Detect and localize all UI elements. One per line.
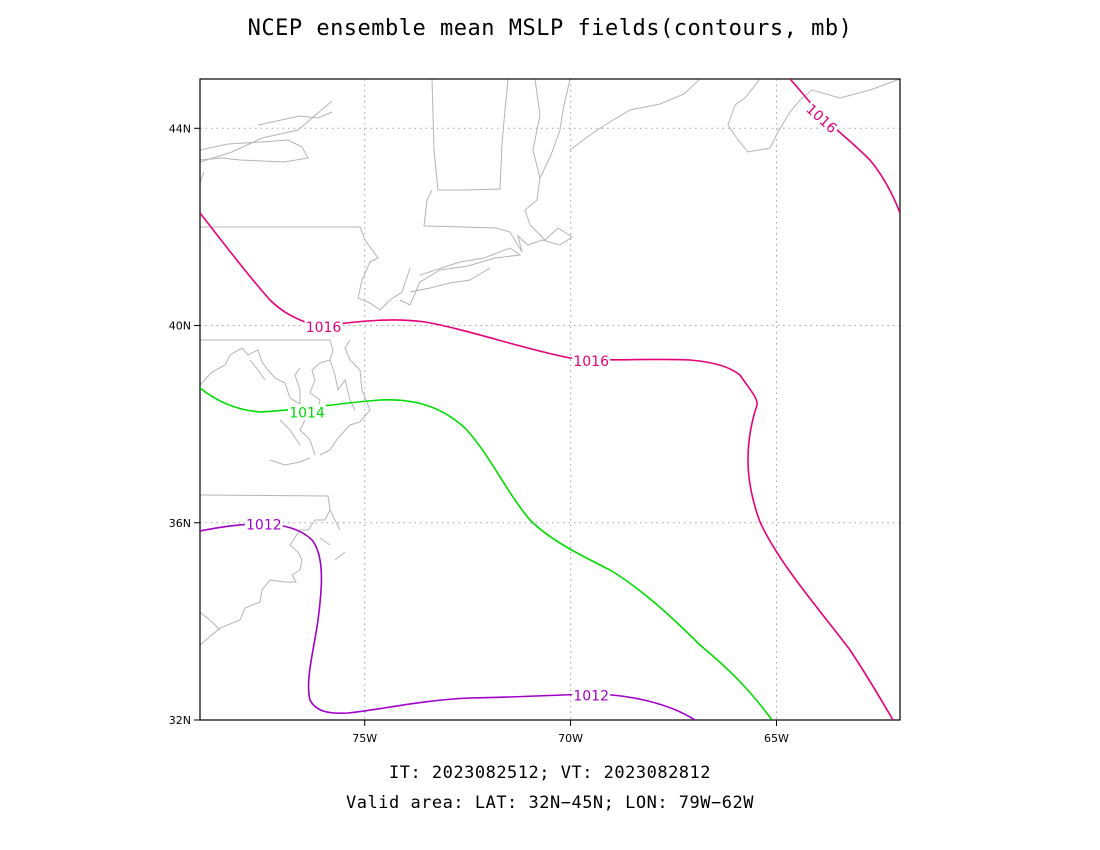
contour-label-1016: 1016 bbox=[306, 320, 342, 336]
contour-label-background bbox=[802, 99, 842, 138]
contour-label-background bbox=[288, 404, 327, 421]
coastlines-and-borders bbox=[200, 79, 900, 646]
lon-tick-label: 65W bbox=[764, 732, 789, 745]
contour-line-1014 bbox=[200, 387, 773, 720]
lat-tick-label: 36N bbox=[169, 517, 191, 530]
contour-label-background bbox=[572, 687, 611, 704]
contour-lines bbox=[200, 79, 900, 720]
coastline-chesapeake bbox=[200, 339, 356, 456]
lat-tick-label: 40N bbox=[169, 320, 191, 333]
plot-frame bbox=[199, 78, 901, 721]
lon-tick-label: 75W bbox=[352, 732, 377, 745]
contour-label-1012: 1012 bbox=[573, 688, 609, 704]
contour-line-1016-west bbox=[200, 212, 894, 720]
coastline-virginia-nc bbox=[200, 419, 346, 646]
contour-label-1012: 1012 bbox=[246, 518, 282, 534]
coastline-midatlantic bbox=[200, 226, 522, 456]
valid-area-info: Valid area: LAT: 32N−45N; LON: 79W−62W bbox=[346, 793, 754, 813]
contour-line-1016-east bbox=[789, 79, 900, 214]
lat-tick-label: 32N bbox=[169, 714, 191, 727]
contour-label-background bbox=[304, 319, 343, 336]
contour-label-background bbox=[572, 353, 611, 370]
map-title: NCEP ensemble mean MSLP fields(contours,… bbox=[247, 16, 853, 41]
lon-tick-label: 70W bbox=[558, 732, 583, 745]
contour-label-1016: 1016 bbox=[573, 354, 609, 370]
coastline-ne bbox=[200, 100, 333, 183]
axis-ticks: 44N 40N 36N 32N 75W 70W 65W bbox=[169, 122, 789, 745]
contour-line-1012 bbox=[200, 523, 696, 720]
contour-label-1014: 1014 bbox=[289, 405, 325, 421]
time-info: IT: 2023082512; VT: 2023082812 bbox=[388, 763, 712, 783]
coastline-canada bbox=[569, 79, 900, 153]
gridlines bbox=[200, 79, 900, 721]
contour-label-background bbox=[244, 516, 283, 533]
coastline-maine bbox=[423, 79, 573, 253]
lat-tick-label: 44N bbox=[169, 122, 191, 135]
